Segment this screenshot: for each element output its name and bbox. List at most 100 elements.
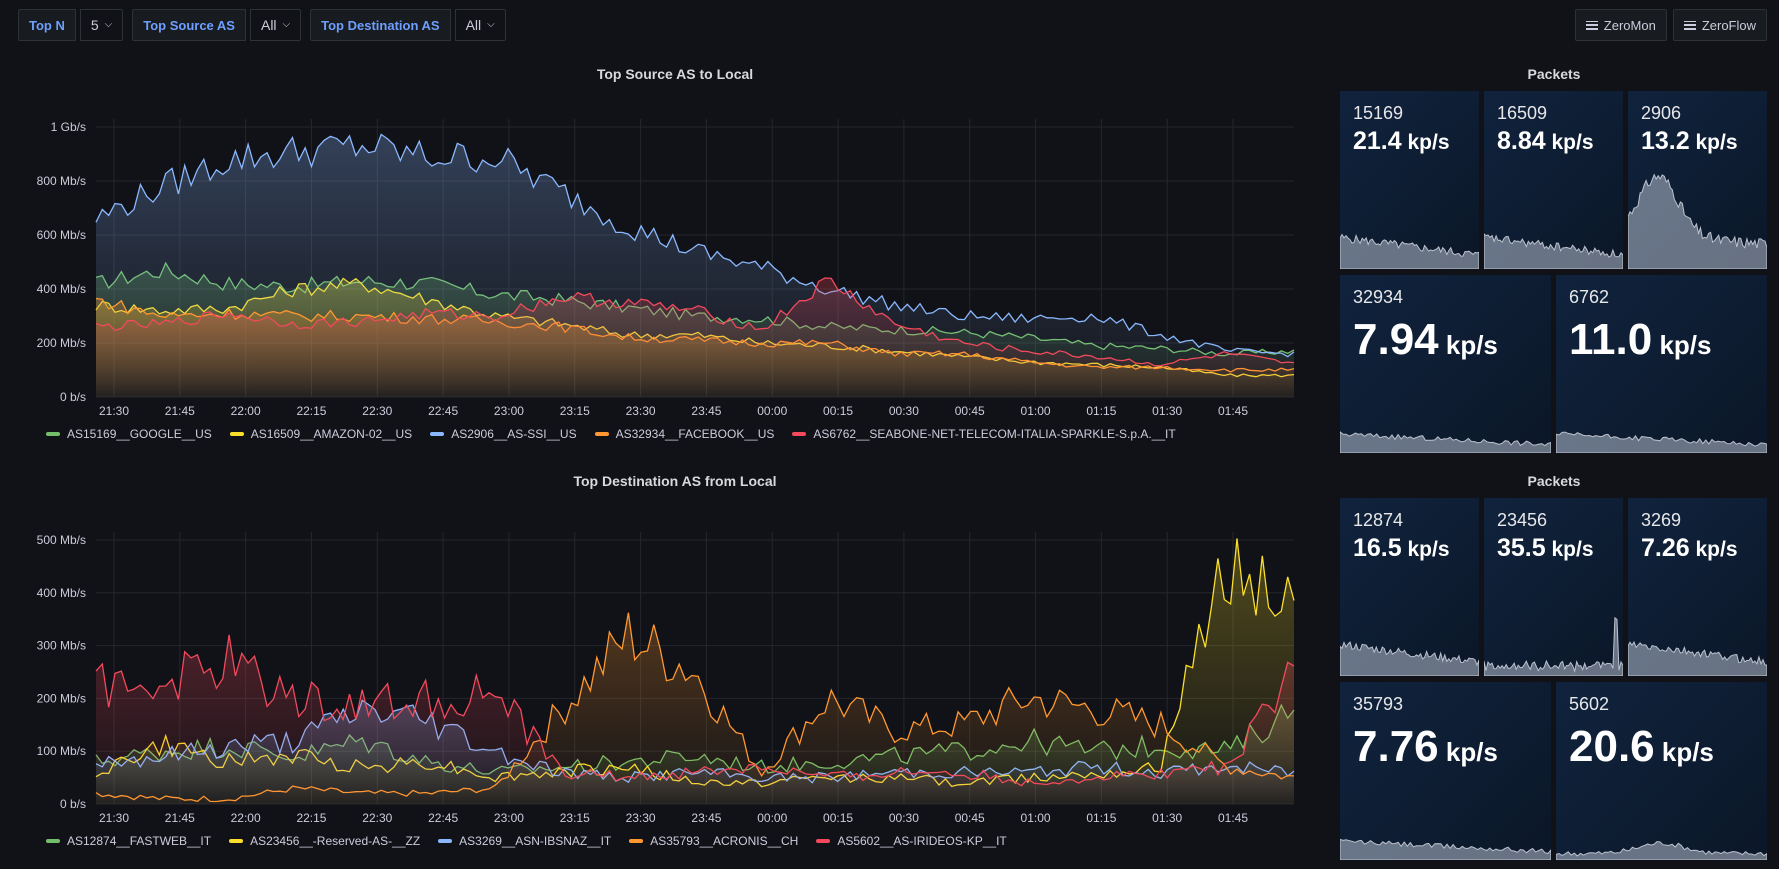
stat-number: 8.84 [1497, 127, 1546, 155]
stat-tile-15169[interactable]: 15169 21.4 kp/s [1340, 91, 1479, 269]
legend-item[interactable]: AS5602__AS-IRIDEOS-KP__IT [816, 834, 1007, 848]
x-tick-label: 01:30 [1152, 404, 1182, 418]
stat-tile-16509[interactable]: 16509 8.84 kp/s [1484, 91, 1623, 269]
sparkline [1556, 431, 1767, 453]
legend-item[interactable]: AS12874__FASTWEB__IT [46, 834, 211, 848]
legend-item[interactable]: AS35793__ACRONIS__CH [629, 834, 798, 848]
sparkline-area [1484, 233, 1623, 269]
top-source-as-select[interactable]: All ⌵ [249, 9, 302, 41]
stat-tile-23456[interactable]: 23456 35.5 kp/s [1484, 498, 1623, 676]
stat-name: 23456 [1497, 510, 1548, 530]
stat-value: 8.84 kp/s [1497, 127, 1594, 156]
x-tick-label: 22:45 [428, 811, 458, 825]
sparkline-area [1340, 641, 1479, 676]
variable-label: Top N [18, 9, 76, 41]
stat-name: 12874 [1353, 510, 1404, 530]
stat-tile-5602[interactable]: 5602 20.6 kp/s [1556, 682, 1767, 860]
variable-label: Top Source AS [132, 9, 246, 41]
x-tick-label: 23:00 [494, 404, 524, 418]
stat-tile-32934[interactable]: 32934 7.94 kp/s [1340, 275, 1551, 453]
sparkline [1628, 173, 1767, 269]
variable-top-n: Top N 5 ⌵ [18, 9, 124, 41]
chevron-down-icon: ⌵ [104, 19, 113, 30]
stat-name: 5602 [1569, 694, 1610, 714]
legend-swatch [629, 839, 644, 843]
x-tick-label: 00:15 [823, 811, 853, 825]
legend-item[interactable]: AS32934__FACEBOOK__US [594, 427, 775, 441]
stat-unit: kp/s [1545, 538, 1594, 561]
sparkline-area [1556, 841, 1767, 860]
legend-label: AS15169__GOOGLE__US [67, 427, 212, 441]
x-tick-label: 01:45 [1218, 404, 1248, 418]
packets-bottom-title: Packets [1527, 473, 1581, 489]
series-line-AS6762__SEABONE-NET-TELECOM-ITALIA-SPARKLE-S.p.A.__IT[interactable] [95, 277, 1295, 367]
variable-label: Top Destination AS [310, 9, 451, 41]
stat-unit: kp/s [1545, 131, 1594, 154]
select-value: 5 [90, 17, 99, 33]
stat-unit: kp/s [1438, 330, 1498, 360]
x-tick-label: 01:15 [1086, 811, 1116, 825]
y-tick-label: 300 Mb/s [37, 639, 86, 653]
series-area-AS6762__SEABONE-NET-TELECOM-ITALIA-SPARKLE-S.p.A.__IT [96, 278, 1294, 397]
x-tick-label: 01:15 [1086, 404, 1116, 418]
x-tick-label: 01:30 [1152, 811, 1182, 825]
sparkline [1340, 838, 1551, 860]
stat-tile-12874[interactable]: 12874 16.5 kp/s [1340, 498, 1479, 676]
legend-item[interactable]: AS23456__-Reserved-AS-__ZZ [229, 834, 420, 848]
legend-item[interactable]: AS15169__GOOGLE__US [46, 427, 212, 441]
y-tick-label: 600 Mb/s [37, 228, 86, 242]
legend-label: AS32934__FACEBOOK__US [615, 427, 775, 441]
stat-name: 6762 [1569, 287, 1610, 307]
y-tick-label: 500 Mb/s [37, 533, 86, 547]
x-tick-label: 22:15 [296, 404, 326, 418]
y-tick-label: 800 Mb/s [37, 174, 86, 188]
stat-name: 16509 [1497, 103, 1548, 123]
series-line-AS5602__AS-IRIDEOS-KP__IT[interactable] [95, 634, 1295, 787]
variables-bar: Top N 5 ⌵ Top Source AS All ⌵ Top Destin… [18, 9, 515, 41]
stat-unit: kp/s [1401, 538, 1450, 561]
stat-unit: kp/s [1401, 131, 1450, 154]
stat-tile-2906[interactable]: 2906 13.2 kp/s [1628, 91, 1767, 269]
series-line-AS2906__AS-SSI__US[interactable] [95, 133, 1295, 358]
x-tick-label: 00:00 [757, 404, 787, 418]
link-zeromon[interactable]: ZeroMon [1574, 9, 1667, 41]
legend-swatch [430, 432, 445, 436]
sparkline-area [1628, 173, 1767, 269]
legend-item[interactable]: AS2906__AS-SSI__US [430, 427, 577, 441]
stat-name: 35793 [1353, 694, 1404, 714]
sparkline-area [1340, 233, 1479, 269]
legend-swatch [229, 839, 244, 843]
x-tick-label: 00:00 [757, 811, 787, 825]
chevron-down-icon: ⌵ [487, 19, 495, 30]
legend-label: AS12874__FASTWEB__IT [67, 834, 212, 848]
stat-unit: kp/s [1438, 737, 1498, 767]
x-tick-label: 21:45 [165, 404, 195, 418]
chart-1: 500 Mb/s 400 Mb/s 300 Mb/s 200 Mb/s 100 Mb/s… [37, 532, 1295, 825]
x-tick-label: 21:30 [99, 404, 129, 418]
stat-tile-3269[interactable]: 3269 7.26 kp/s [1628, 498, 1767, 676]
dashboard-links: ZeroMon ZeroFlow [1574, 9, 1767, 41]
stat-tile-35793[interactable]: 35793 7.76 kp/s [1340, 682, 1551, 860]
stat-unit: kp/s [1689, 538, 1738, 561]
stat-unit: kp/s [1689, 131, 1738, 154]
stat-number: 7.26 [1641, 534, 1690, 562]
legend-label: AS35793__ACRONIS__CH [650, 834, 799, 848]
link-zeroflow[interactable]: ZeroFlow [1672, 9, 1767, 41]
x-tick-label: 00:30 [889, 404, 919, 418]
stat-unit: kp/s [1654, 737, 1714, 767]
stat-number: 7.76 [1353, 722, 1439, 771]
sparkline-area [1340, 838, 1551, 860]
stat-tile-6762[interactable]: 6762 11.0 kp/s [1556, 275, 1767, 453]
sparkline [1556, 841, 1767, 860]
stat-name: 3269 [1641, 510, 1682, 530]
legend-item[interactable]: AS16509__AMAZON-02__US [229, 427, 412, 441]
legend-item[interactable]: AS3269__ASN-IBSNAZ__IT [438, 834, 611, 848]
sparkline [1484, 616, 1623, 676]
chart-0: 1 Gb/s 800 Mb/s 600 Mb/s 400 Mb/s 200 Mb/s 0 … [37, 119, 1295, 418]
y-tick-label: 100 Mb/s [37, 744, 86, 758]
legend-label: AS5602__AS-IRIDEOS-KP__IT [837, 834, 1007, 848]
top-destination-as-select[interactable]: All ⌵ [454, 9, 506, 41]
legend-item[interactable]: AS6762__SEABONE-NET-TELECOM-ITALIA-SPARK… [792, 427, 1176, 441]
top-n-select[interactable]: 5 ⌵ [79, 9, 124, 41]
x-tick-label: 01:00 [1021, 811, 1051, 825]
